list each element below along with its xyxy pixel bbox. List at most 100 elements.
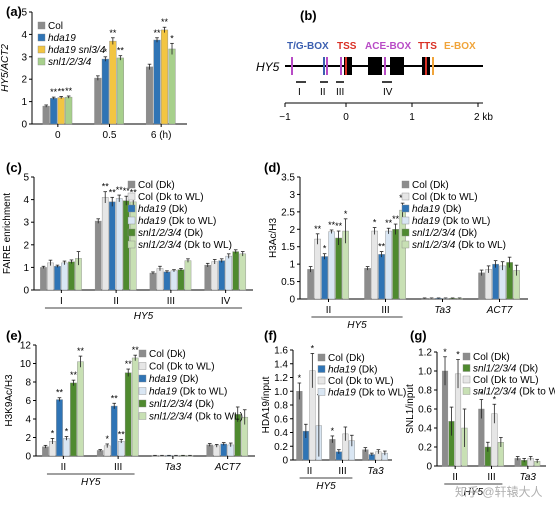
bar [378,254,385,300]
legend-label: hda19 snl3/4 [48,45,106,56]
bar [213,445,221,457]
legend-label: snl1/2/3/4 (Dk to WL) [412,240,506,251]
exon-2 [368,57,382,75]
bar [94,220,102,291]
significance-mark: ** [385,218,393,228]
x-tick-label: II [452,472,458,483]
group-label: HY5 [316,481,336,492]
significance-mark: ** [118,429,126,439]
legend-label: Col (Dk) [328,353,365,364]
group-label: HY5 [347,320,367,331]
x-tick-label: IV [221,296,231,307]
significance-mark: ** [58,86,66,96]
region-label-ii: II [320,87,326,98]
legend-swatch [127,204,136,213]
y-tick-label: 1.0 [274,387,288,398]
legend-label: hda19 (Dk) [149,374,198,385]
bar [371,230,378,300]
y-tick-label: 0 [282,456,288,467]
group-label: HY5 [464,487,484,498]
legend-swatch [37,57,46,66]
significance-mark: * [323,244,327,254]
bar [108,201,116,291]
bar [65,96,73,125]
significance-mark: ** [335,221,343,231]
panel-e-label: (e) [6,328,22,343]
y-tick-label: 0.8 [418,386,432,397]
region-label-i: I [298,87,301,98]
y-tick-label: 2.5 [281,207,295,218]
y-tick-label: 0.4 [418,424,432,435]
ace-box-mark-3 [384,57,386,75]
panel-a-label: (a) [6,4,22,19]
bar [506,262,513,300]
x-tick-label: II [307,466,313,477]
legend-swatch [462,387,471,395]
box-label-tts: TTS [418,41,437,52]
x-tick-label: 0 [55,130,61,141]
scale-label-minus1: −1 [279,112,291,123]
bar [296,391,303,461]
bar [94,77,102,125]
legend-label: Col (Dk) [412,180,449,191]
legend-label: Col (Dk) [138,180,175,191]
legend-swatch [37,33,46,42]
x-tick-label: I [60,296,63,307]
panel-g-label: (g) [410,328,427,343]
bar [40,267,47,291]
legend-label: snl1/2/3/4 (Dk to WL) [138,240,232,251]
bar [47,262,54,291]
x-tick-label: 0.5 [103,130,117,141]
box-label-tg: T/G-BOX [287,41,329,52]
legend: Col (Dk)Col (Dk to WL)hda19 (Dk)hda19 (D… [401,180,506,251]
x-tick-label: III [487,472,495,483]
y-tick-label: 4 [21,30,27,41]
y-tick-label: 2 [21,75,27,86]
legend: Col (Dk)snl1/2/3/4 (Dk)Col (Dk to WL)snl… [462,352,555,398]
bar [149,272,157,291]
y-tick-label: 5 [23,173,29,184]
significance-mark: ** [378,242,386,252]
y-tick-label: 0.6 [274,414,288,425]
legend-swatch [401,204,410,213]
legend-swatch [462,375,471,384]
significance-mark: ** [125,359,133,369]
tg-box-mark-1 [291,57,293,75]
legend-swatch [138,387,147,395]
bar [211,261,219,291]
y-tick-label: 4 [23,195,29,206]
y-tick-label: 1.4 [274,359,288,370]
y-tick-label: 0.4 [274,428,288,439]
bar [70,382,77,457]
significance-mark: * [51,428,55,438]
bar [492,263,499,300]
significance-mark: ** [328,220,336,230]
bar [117,441,125,457]
y-tick-label: 0.8 [274,401,288,412]
significance-mark: * [344,209,348,219]
tss-mark [345,57,347,75]
legend-label: snl1/2/3/4 (Dk to WL) [473,387,555,398]
significance-mark: * [170,33,174,43]
panel-d-label: (d) [264,160,281,175]
y-tick-label: 0.6 [418,405,432,416]
y-tick-label: 3 [23,218,29,229]
significance-mark: ** [314,224,322,234]
significance-mark: * [373,218,377,228]
bar [499,265,506,300]
bar [77,361,84,457]
bar [57,97,65,125]
x-tick-label: II [326,305,332,316]
significance-mark: ** [56,388,64,398]
legend-label: Col (Dk to WL) [149,362,215,373]
legend-swatch [317,353,326,362]
x-tick-label: III [338,466,346,477]
legend-label: hda19 (Dk to WL) [412,216,490,227]
exon-1 [344,57,352,75]
bar [239,253,247,291]
legend-label: Col (Dk) [473,352,510,363]
bar [50,98,58,125]
y-tick-label: 3.5 [281,173,295,184]
bar [218,260,226,291]
